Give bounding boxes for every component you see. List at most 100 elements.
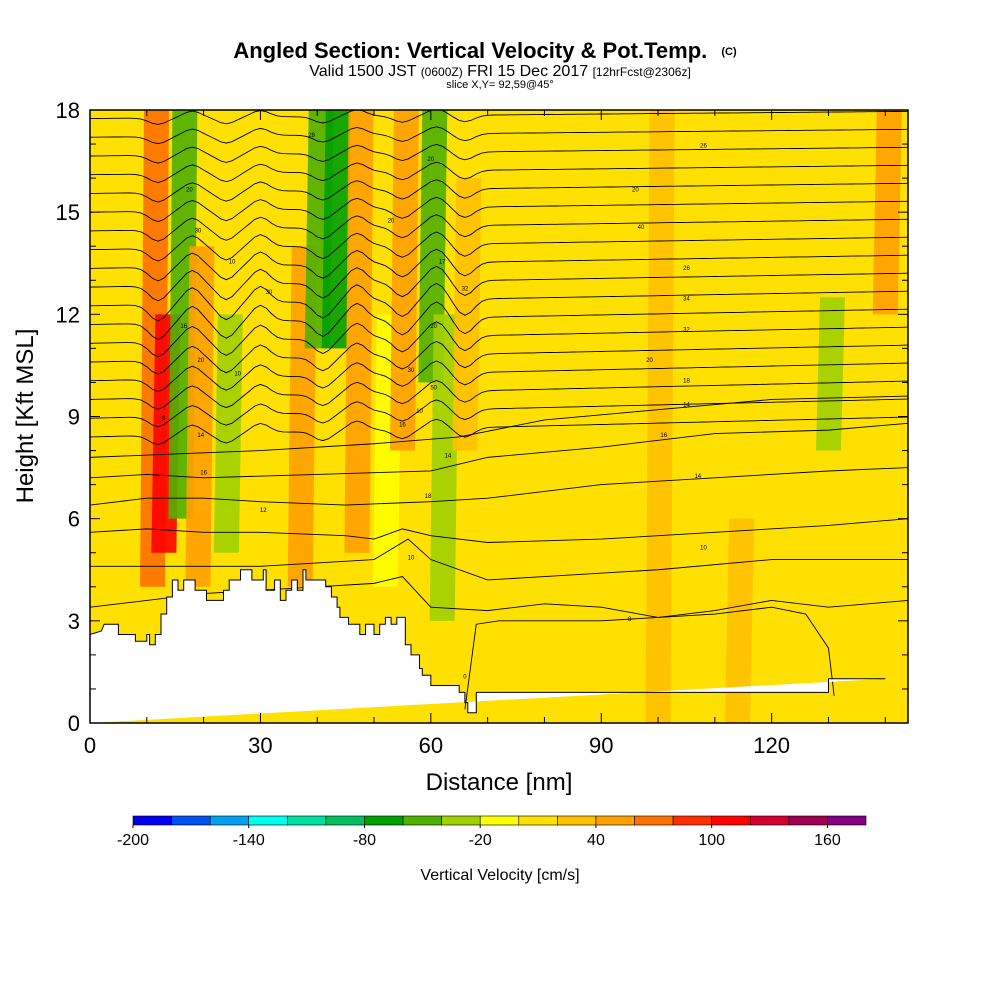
y-tick-label-12: 12 xyxy=(56,302,80,327)
contour-label-3: 20 xyxy=(427,157,434,163)
colorbar-swatch-7 xyxy=(402,815,442,826)
y-tick-label-15: 15 xyxy=(56,200,80,225)
colorbar-swatch-2 xyxy=(209,815,250,826)
colorbar-swatch-6 xyxy=(364,815,404,826)
isentrope-line-16 xyxy=(90,126,908,145)
contour-label-2: 20 xyxy=(186,188,193,194)
velocity-band-3 xyxy=(185,246,215,587)
velocity-band-14 xyxy=(645,110,675,723)
isotherm-line-2 xyxy=(90,538,908,581)
isentrope-line-5 xyxy=(90,321,908,358)
contour-label-36: 8 xyxy=(628,617,632,623)
colorbar-tick-label-3: -20 xyxy=(469,832,492,849)
colorbar-swatch-10 xyxy=(518,815,558,826)
slice-label: slice X,Y= 92,59@45° xyxy=(446,79,554,91)
contour-label-layer: 28 26 20 20 20 40 30 20 10 17 26 34 30 32 32 16 20 20 20 18… xyxy=(162,133,707,680)
contour-label-20: 10 xyxy=(234,372,241,378)
contour-label-31: 16 xyxy=(200,470,207,476)
isentrope-line-6 xyxy=(90,301,908,341)
colorbar-swatch-8 xyxy=(441,815,481,826)
contour-label-24: 10 xyxy=(416,409,423,415)
contour-label-5: 40 xyxy=(638,225,645,231)
subtitle-date: FRI 15 Dec 2017 xyxy=(463,63,593,80)
colorbar-tick-label-6: 160 xyxy=(814,832,841,849)
contour-label-22: 50 xyxy=(430,385,437,391)
colorbar-swatch-4 xyxy=(287,815,327,826)
isotherm-line-3 xyxy=(90,518,908,543)
isentrope-line-8 xyxy=(90,265,908,302)
velocity-band-15 xyxy=(725,518,755,723)
contour-label-27: 16 xyxy=(660,433,667,439)
contour-label-15: 16 xyxy=(180,324,187,330)
subtitle-zulu: (0600Z) xyxy=(421,65,463,79)
colorbar-swatch-5 xyxy=(325,815,365,826)
contour-label-8: 10 xyxy=(229,259,236,265)
colorbar-swatch-16 xyxy=(749,815,790,826)
contour-label-10: 26 xyxy=(683,266,690,272)
y-tick-label-18: 18 xyxy=(56,98,80,123)
colorbar-swatch-18 xyxy=(827,815,867,826)
contour-label-37: 0 xyxy=(463,675,467,681)
isentrope-line-7 xyxy=(90,282,908,322)
contour-label-1: 26 xyxy=(700,143,707,149)
contour-label-4: 20 xyxy=(632,188,639,194)
subtitle-valid: Valid 1500 JST xyxy=(309,63,420,80)
contour-label-17: 20 xyxy=(646,358,653,364)
velocity-band-16 xyxy=(815,297,845,451)
colorbar-swatch-12 xyxy=(595,815,635,826)
chart-title: Angled Section: Vertical Velocity & Pot.… xyxy=(233,38,737,63)
x-tick-label-60: 60 xyxy=(419,733,443,758)
contour-label-25: 8 xyxy=(162,416,166,422)
isotherm-line-5 xyxy=(90,422,908,479)
x-tick-label-0: 0 xyxy=(84,733,96,758)
isentrope-line-13 xyxy=(90,179,908,203)
y-tick-label-6: 6 xyxy=(68,507,80,532)
isotherm-field xyxy=(90,110,908,710)
isentrope-line-15 xyxy=(90,144,908,164)
x-tick-label-90: 90 xyxy=(589,733,613,758)
contour-label-18: 20 xyxy=(197,358,204,364)
isentrope-line-10 xyxy=(90,231,908,262)
y-tick-label-3: 3 xyxy=(68,609,80,634)
colorbar-tick-label-4: 40 xyxy=(587,832,605,849)
isentrope-line-3 xyxy=(90,360,908,393)
isentrope-line-1 xyxy=(90,398,908,428)
contour-label-6: 30 xyxy=(195,229,202,235)
y-axis-label: Height [Kft MSL] xyxy=(12,329,39,504)
colorbar-swatch-3 xyxy=(248,815,288,826)
chart-title-text: Angled Section: Vertical Velocity & Pot.… xyxy=(233,38,707,63)
contour-label-23: 14 xyxy=(683,402,690,408)
contour-label-33: 12 xyxy=(260,508,267,514)
isentrope-line-14 xyxy=(90,161,908,183)
contour-label-14: 32 xyxy=(683,327,690,333)
contour-label-11: 34 xyxy=(683,297,690,303)
velocity-band-17 xyxy=(872,110,902,315)
y-tick-label-0: 0 xyxy=(68,711,80,736)
contour-label-28: 14 xyxy=(197,433,204,439)
colorbar-swatch-1 xyxy=(171,815,211,826)
chart-subtitle: Valid 1500 JST (0600Z) FRI 15 Dec 2017 [… xyxy=(309,63,691,80)
contour-label-21: 30 xyxy=(408,368,415,374)
contour-label-12: 30 xyxy=(266,290,273,296)
isentrope-line-12 xyxy=(90,196,908,223)
colorbar-swatch-15 xyxy=(711,815,751,826)
x-tick-label-120: 120 xyxy=(753,733,790,758)
subtitle-forecast: [12hrFcst@2306z] xyxy=(593,65,691,79)
velocity-band-4 xyxy=(213,314,243,553)
isentrope-line-4 xyxy=(90,341,908,375)
x-axis-label: Distance [nm] xyxy=(426,769,573,796)
colorbar-tick-label-2: -80 xyxy=(353,832,376,849)
colorbar-swatch-13 xyxy=(634,815,674,826)
contour-label-29: 14 xyxy=(445,453,452,459)
colorbar-label: Vertical Velocity [cm/s] xyxy=(420,867,579,884)
colorbar-tick-label-1: -140 xyxy=(233,832,265,849)
chart-title-units: (C) xyxy=(721,46,737,58)
colorbar-swatch-17 xyxy=(788,815,828,826)
plot-area: 28 26 20 20 20 40 30 20 10 17 26 34 30 32 32 16 20 20 20 18… xyxy=(90,110,908,723)
contour-label-0: 28 xyxy=(308,133,315,139)
colorbar-swatch-14 xyxy=(672,815,712,826)
contour-label-9: 17 xyxy=(439,259,446,265)
contour-label-13: 32 xyxy=(462,286,469,292)
terrain-mask xyxy=(90,569,886,723)
